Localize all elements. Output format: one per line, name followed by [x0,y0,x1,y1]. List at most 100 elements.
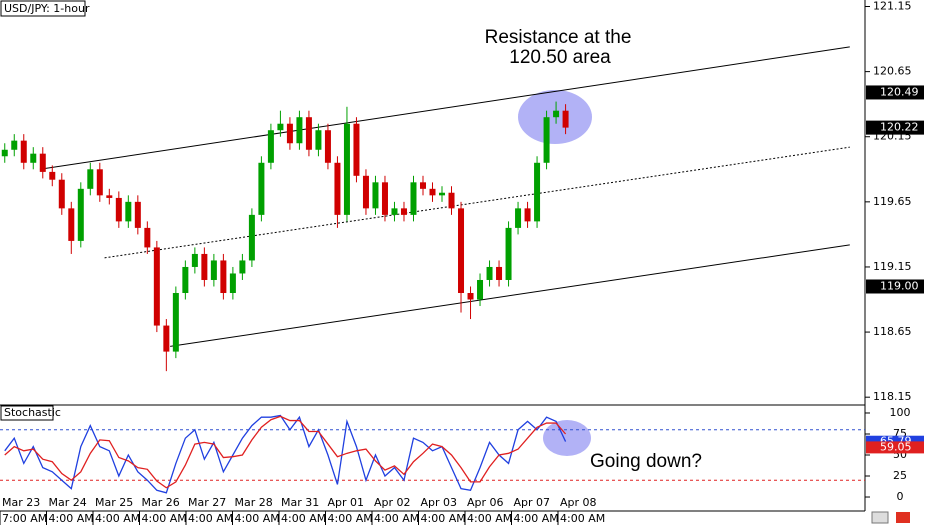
candle-body [125,201,132,222]
candle-body [458,208,465,294]
candle-body [172,293,179,352]
candle-body [191,253,198,267]
candle-body [11,140,18,150]
annotation: 120.50 area [509,47,611,68]
candle-body [106,195,113,198]
candle-body [381,182,388,215]
candle-body [267,130,274,163]
x-tick-label: 4:00 AM [281,512,326,525]
x-tick-label: Mar 23 [2,496,40,509]
candle-body [353,123,360,176]
title-box [0,0,86,17]
x-tick-label: 4:00 AM [467,512,512,525]
y-tick-label: 118.15 [873,390,912,403]
price-tag [866,85,924,100]
candle-body [68,208,75,241]
candle-body [515,208,522,228]
price-tag-label: 59.05 [880,440,912,453]
candle-body [477,279,484,300]
candle-body [372,182,379,209]
candle-body [486,266,493,280]
y-tick-label: 120.65 [873,65,912,78]
price-tag [866,120,924,135]
candle-body [134,201,141,228]
candle-body [448,192,455,209]
candle-body [96,169,103,196]
candle-body [248,214,255,261]
candle-body [201,253,208,280]
candle-body [87,169,94,189]
candle-body [391,208,398,215]
x-tick-label: Mar 25 [95,496,133,509]
candle-body [20,140,27,163]
candle-body [505,227,512,280]
x-tick-label: 4:00 AM [188,512,233,525]
candle-body [220,260,227,294]
x-tick-label: Mar 27 [188,496,226,509]
candle-body [439,192,446,196]
candle-body [49,171,56,180]
candle-body [334,162,341,215]
x-tick-label: 4:00 AM [328,512,373,525]
candle-body [496,266,503,280]
scroll-button[interactable] [871,511,889,524]
highlight-circle [543,420,591,456]
y-tick-label: 25 [893,469,907,482]
title-box [0,405,54,421]
y-tick-label: 121.15 [873,0,912,13]
candle-body [296,117,303,144]
candle-body [315,130,322,150]
x-tick-label: Apr 08 [560,496,597,509]
candle-body [239,260,246,274]
annotation: Resistance at the [485,27,632,48]
candle-body [419,182,426,189]
x-tick-label: 7:00 AM [2,512,47,525]
y-tick-label: 100 [890,406,911,419]
x-tick-label: 4:00 AM [421,512,466,525]
candle-body [182,266,189,294]
candle-body [324,130,331,163]
panel-title: Stochastic [4,406,61,419]
x-tick-label: Apr 03 [421,496,458,509]
x-tick-label: 4:00 AM [560,512,605,525]
candle-body [410,182,417,215]
price-tag-label: 120.22 [880,121,919,134]
candle-body [277,123,284,131]
candle-body [77,188,84,241]
x-tick-label: Apr 06 [467,496,504,509]
candle-body [305,117,312,150]
x-tick-label: Apr 07 [514,496,551,509]
candle-body [30,153,37,163]
trendline [39,46,850,170]
candle-body [534,162,541,222]
candle-body [163,325,170,352]
x-tick-label: Mar 26 [142,496,180,509]
x-tick-label: 4:00 AM [235,512,280,525]
x-tick-label: Mar 31 [281,496,319,509]
candle-body [400,208,407,215]
candle-body [467,293,474,300]
x-tick-label: 4:00 AM [142,512,187,525]
x-tick-label: Apr 01 [328,496,365,509]
price-tag-label: 120.49 [880,85,919,98]
candle-body [362,175,369,209]
candle-body [343,123,350,215]
x-tick-label: 4:00 AM [49,512,94,525]
candle-body [58,179,65,209]
y-tick-label: 118.65 [873,325,912,338]
candle-body [553,110,560,118]
trendline [104,146,850,259]
candle-body [153,247,160,326]
price-tag [866,279,924,294]
chart-title: USD/JPY: 1-hour [4,2,90,15]
candle-body [229,273,236,294]
stochastic-line [4,415,567,489]
scroll-button[interactable] [896,512,910,523]
candle-body [286,123,293,144]
x-tick-label: 4:00 AM [95,512,140,525]
x-tick-label: 4:00 AM [514,512,559,525]
price-tag-label: 119.00 [880,279,919,292]
x-tick-label: Mar 24 [49,496,87,509]
annotation: Going down? [590,451,702,472]
